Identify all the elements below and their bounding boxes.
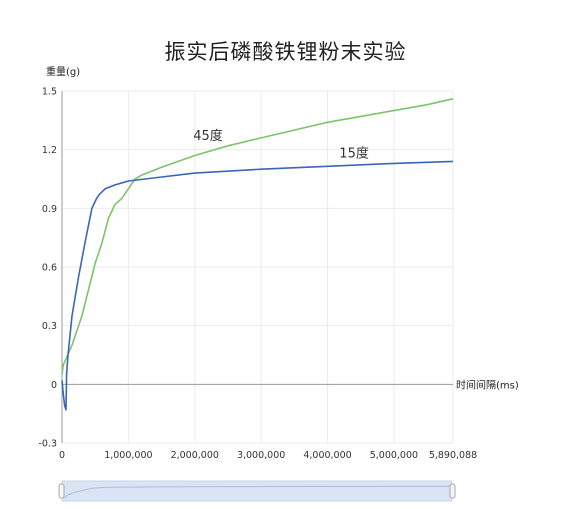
range-navigator[interactable]	[58, 480, 456, 502]
chart-series	[61, 98, 454, 411]
y-axis-label: 重量(g)	[46, 65, 80, 78]
navigator-track	[61, 480, 453, 502]
series-line-2	[61, 160, 454, 411]
x-tick-label: 4,000,000	[303, 450, 351, 461]
y-tick-label: -0.3	[38, 439, 57, 450]
x-tick-label: 0	[59, 450, 65, 461]
x-tick-label: 5,000,000	[370, 450, 418, 461]
x-axis-label: 时间间隔(ms)	[456, 378, 519, 391]
x-tick-label: 3,000,000	[237, 450, 285, 461]
x-tick-label: 5,890,088	[429, 450, 477, 461]
y-tick-label: 0.9	[42, 204, 57, 215]
series-line-1	[61, 98, 454, 375]
chart-title: 振实后磷酸铁锂粉末实验	[164, 40, 407, 64]
series-label: 15度	[339, 145, 369, 161]
x-tick-label: 2,000,000	[171, 450, 219, 461]
y-tick-label: 0.6	[42, 263, 57, 274]
series-label: 45度	[193, 128, 223, 144]
y-tick-label: 0	[51, 380, 57, 391]
navigator-preview-line	[61, 485, 453, 499]
chart-axes: 1.51.20.90.60.30-0.30 1,000,000 2,000,000 3…	[38, 65, 518, 461]
chart-grid	[62, 90, 454, 444]
navigator-right-handle[interactable]	[449, 483, 456, 499]
navigator-left-handle[interactable]	[58, 483, 65, 499]
y-tick-label: 0.3	[42, 321, 57, 332]
y-tick-label: 1.5	[42, 87, 57, 98]
chart-labels: 45度 15度	[193, 128, 369, 162]
x-tick-label: 1,000,000	[104, 450, 152, 461]
y-tick-label: 1.2	[42, 145, 57, 156]
